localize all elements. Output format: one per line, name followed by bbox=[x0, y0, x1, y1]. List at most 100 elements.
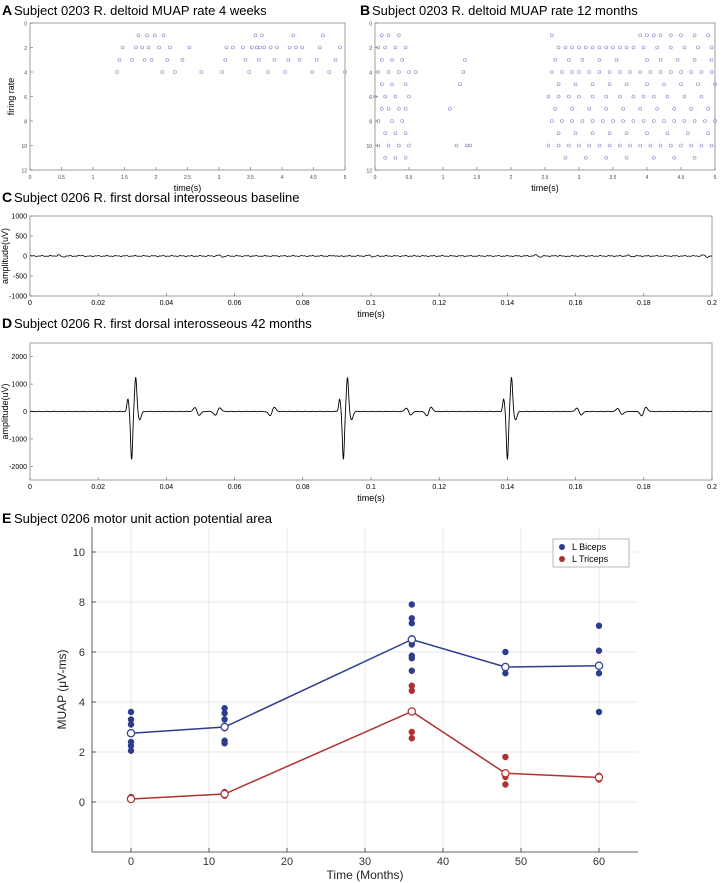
data-point bbox=[256, 57, 261, 62]
data-point bbox=[617, 94, 622, 99]
data-point bbox=[648, 143, 653, 148]
data-point bbox=[590, 45, 595, 50]
x-tick-label: 3 bbox=[578, 175, 581, 181]
data-point bbox=[253, 33, 258, 38]
data-point bbox=[173, 70, 177, 74]
data-point bbox=[130, 57, 134, 62]
data-point bbox=[668, 70, 673, 74]
data-point bbox=[373, 94, 377, 99]
data-point bbox=[713, 119, 717, 123]
y-tick-label: 6 bbox=[369, 95, 372, 101]
data-point bbox=[665, 131, 670, 136]
mean-marker bbox=[126, 794, 136, 804]
data-point bbox=[379, 82, 384, 87]
data-point bbox=[221, 705, 228, 712]
data-point bbox=[224, 45, 229, 50]
data-point bbox=[393, 94, 398, 99]
x-tick-label: 0.5 bbox=[406, 175, 413, 181]
data-point bbox=[160, 70, 165, 74]
x-tick-label: 5 bbox=[714, 175, 717, 181]
data-point bbox=[403, 155, 408, 160]
panel-title-b: Subject 0203 R. deltoid MUAP rate 12 mon… bbox=[372, 3, 638, 18]
data-point bbox=[709, 57, 714, 62]
data-point bbox=[624, 131, 629, 136]
data-point bbox=[408, 735, 415, 742]
data-point bbox=[641, 119, 646, 123]
legend-box bbox=[552, 538, 630, 568]
data-point bbox=[709, 70, 714, 74]
x-axis-label: time(s) bbox=[357, 493, 385, 503]
x-tick-label: 4 bbox=[646, 175, 649, 181]
y-tick-label: 4 bbox=[369, 71, 372, 77]
x-tick-label: 0.1 bbox=[366, 484, 376, 491]
data-point bbox=[291, 33, 296, 38]
data-point bbox=[146, 45, 151, 50]
data-point bbox=[696, 45, 700, 50]
y-tick-label: -1000 bbox=[9, 294, 27, 301]
panel-a: A Subject 0203 R. deltoid MUAP rate 4 wee… bbox=[2, 2, 347, 193]
data-point bbox=[624, 155, 629, 160]
data-point bbox=[403, 131, 408, 136]
mean-marker bbox=[407, 707, 416, 716]
y-tick-label: 6 bbox=[24, 95, 27, 101]
mean-marker bbox=[501, 662, 510, 672]
data-point bbox=[590, 94, 595, 99]
data-point bbox=[221, 740, 228, 747]
data-point bbox=[706, 33, 711, 38]
data-point bbox=[400, 119, 405, 123]
data-point bbox=[631, 119, 636, 123]
data-point bbox=[607, 131, 612, 136]
legend-label: L Triceps bbox=[572, 554, 609, 564]
mean-marker bbox=[220, 722, 229, 732]
data-point bbox=[692, 57, 697, 62]
data-point bbox=[157, 45, 161, 50]
data-point bbox=[556, 143, 561, 148]
x-tick-label: 0.04 bbox=[160, 300, 174, 307]
data-point bbox=[624, 82, 629, 87]
x-tick-label: 2.5 bbox=[542, 175, 549, 181]
data-point bbox=[662, 82, 666, 87]
x-axis-label: Time (Months) bbox=[327, 868, 404, 882]
data-point bbox=[408, 687, 415, 694]
data-point bbox=[546, 143, 551, 148]
x-tick-label: 0.08 bbox=[296, 300, 310, 307]
data-point bbox=[672, 106, 677, 111]
y-tick-label: -1000 bbox=[9, 436, 27, 443]
data-point bbox=[266, 70, 270, 74]
data-point bbox=[379, 106, 384, 111]
data-point bbox=[648, 70, 653, 74]
data-point bbox=[566, 143, 571, 148]
data-point bbox=[645, 57, 649, 62]
data-point bbox=[297, 57, 302, 62]
y-tick-label: 2 bbox=[79, 747, 85, 759]
data-point bbox=[595, 647, 603, 654]
data-point bbox=[120, 45, 125, 50]
data-point bbox=[117, 57, 122, 62]
data-point bbox=[692, 33, 697, 38]
data-point bbox=[393, 131, 398, 136]
y-tick-label: 0 bbox=[369, 22, 372, 28]
data-point bbox=[408, 667, 415, 674]
signal-trace bbox=[29, 254, 713, 258]
data-point bbox=[597, 45, 602, 50]
data-point bbox=[560, 70, 564, 74]
data-point bbox=[556, 45, 561, 50]
data-point bbox=[386, 143, 391, 148]
panel-e: E Subject 0206 motor unit action potentia… bbox=[2, 510, 638, 882]
legend-swatch bbox=[559, 544, 565, 550]
panel-title-e: Subject 0206 motor unit action potential… bbox=[14, 511, 273, 526]
panel-label-d: D bbox=[2, 315, 12, 331]
data-point bbox=[651, 94, 656, 99]
data-point bbox=[692, 155, 697, 160]
y-axis-label: amplitude(uV) bbox=[0, 228, 10, 284]
x-tick-label: 50 bbox=[515, 856, 527, 868]
data-point bbox=[262, 45, 267, 50]
data-point bbox=[570, 106, 575, 111]
y-tick-label: 4 bbox=[24, 71, 27, 77]
x-tick-label: 0.04 bbox=[160, 484, 174, 491]
data-point bbox=[407, 94, 411, 99]
x-tick-label: 0.2 bbox=[707, 300, 717, 307]
data-point bbox=[563, 155, 568, 160]
data-point bbox=[614, 57, 619, 62]
x-tick-label: 1.5 bbox=[474, 175, 481, 181]
